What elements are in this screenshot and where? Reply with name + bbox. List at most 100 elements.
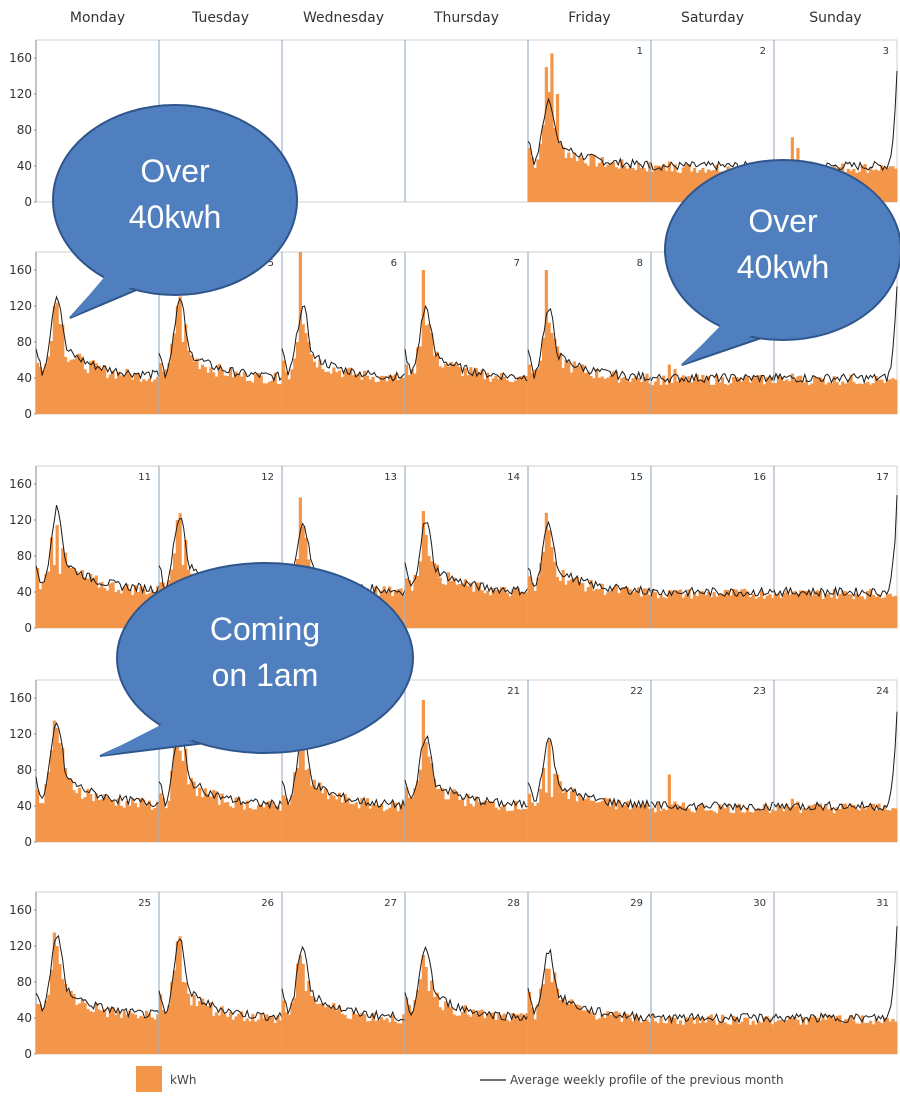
kwh-bar (729, 812, 733, 842)
kwh-bar (332, 1002, 336, 1054)
kwh-bar (455, 364, 459, 414)
day-number: 29 (630, 898, 643, 909)
y-tick-label: 80 (17, 335, 32, 349)
kwh-bar (637, 378, 641, 414)
weekday-label-friday: Friday (568, 10, 610, 26)
kwh-bar (103, 794, 107, 842)
kwh-bar (315, 788, 319, 842)
kwh-bar (547, 740, 551, 842)
kwh-bar (684, 164, 688, 202)
kwh-bar (346, 797, 350, 842)
kwh-bar (279, 383, 283, 414)
kwh-bar (418, 979, 423, 1054)
kwh-bar (645, 373, 649, 414)
kwh-bar (575, 365, 579, 414)
kwh-bar (712, 592, 716, 628)
kwh-bar (664, 598, 669, 628)
kwh-bar (279, 810, 283, 842)
kwh-bar (623, 376, 627, 414)
kwh-bar (86, 578, 90, 628)
kwh-bar (259, 804, 263, 842)
kwh-bar (634, 1014, 638, 1054)
kwh-bar (49, 750, 54, 842)
kwh-bar (156, 376, 160, 414)
kwh-bar (678, 589, 683, 628)
kwh-bar (664, 170, 669, 202)
kwh-bar (712, 384, 716, 414)
kwh-bar (757, 807, 761, 842)
kwh-bar (597, 162, 602, 202)
y-tick-label: 80 (17, 763, 32, 777)
kwh-bar (690, 171, 694, 202)
kwh-bar (52, 306, 56, 414)
kwh-bar (757, 375, 761, 414)
kwh-bar (458, 583, 462, 628)
kwh-bar (435, 351, 439, 414)
kwh-bar (335, 372, 339, 414)
kwh-bar (290, 795, 294, 842)
kwh-bar (307, 981, 311, 1054)
kwh-bar (662, 375, 666, 414)
kwh-bar (774, 1021, 778, 1054)
callout-body (664, 159, 900, 341)
kwh-bar (883, 805, 887, 842)
kwh-bar (765, 377, 769, 414)
kwh-bar (846, 594, 850, 628)
kwh-bar (835, 382, 839, 414)
kwh-bar (212, 372, 216, 414)
y-tick-label: 160 (9, 903, 32, 917)
kwh-bar (678, 172, 683, 202)
kwh-bar (533, 805, 537, 842)
kwh-bar (500, 1015, 504, 1054)
kwh-bar (474, 368, 479, 414)
kwh-bar (726, 589, 730, 628)
kwh-bar (609, 1015, 613, 1054)
kwh-bar (449, 791, 453, 842)
day-number: 25 (138, 898, 151, 909)
kwh-bar (760, 810, 764, 842)
kwh-bar (153, 1019, 157, 1054)
kwh-bar (555, 774, 560, 842)
kwh-bar (242, 809, 247, 842)
kwh-bar (198, 1001, 202, 1054)
kwh-bar (891, 596, 895, 628)
kwh-bar (860, 806, 864, 842)
legend-kwh-label: kWh (170, 1073, 196, 1087)
kwh-bar (494, 375, 498, 414)
kwh-bar (782, 380, 786, 414)
kwh-bar (787, 807, 792, 842)
kwh-bar (382, 375, 386, 414)
kwh-bar (290, 1002, 294, 1054)
kwh-bar (83, 1003, 87, 1054)
kwh-bar (555, 988, 560, 1054)
kwh-bar (631, 1021, 635, 1054)
kwh-bar (474, 582, 479, 628)
kwh-bar (667, 364, 671, 414)
kwh-bar (732, 376, 736, 414)
kwh-bar (659, 594, 663, 628)
kwh-bar (723, 808, 727, 842)
kwh-bar (843, 1019, 848, 1054)
kwh-bar (564, 584, 568, 628)
kwh-bar (623, 1012, 627, 1054)
kwh-bar (569, 372, 574, 414)
kwh-bar (804, 590, 808, 628)
kwh-bar (681, 597, 685, 628)
kwh-bar (751, 812, 755, 842)
kwh-bar (807, 805, 811, 842)
kwh-bar (785, 803, 789, 842)
kwh-bar (497, 1013, 501, 1054)
kwh-bar (558, 352, 562, 414)
kwh-bar (869, 588, 873, 628)
kwh-bar (723, 384, 727, 414)
kwh-bar (200, 998, 205, 1054)
kwh-bar (648, 383, 652, 414)
kwh-bar (284, 798, 288, 842)
kwh-bar (528, 793, 532, 842)
kwh-bar (849, 804, 853, 842)
kwh-bar (309, 996, 314, 1054)
y-tick-label: 120 (9, 87, 32, 101)
kwh-bar (323, 1007, 328, 1054)
day-number: 14 (507, 472, 520, 483)
kwh-bar (712, 1019, 716, 1054)
